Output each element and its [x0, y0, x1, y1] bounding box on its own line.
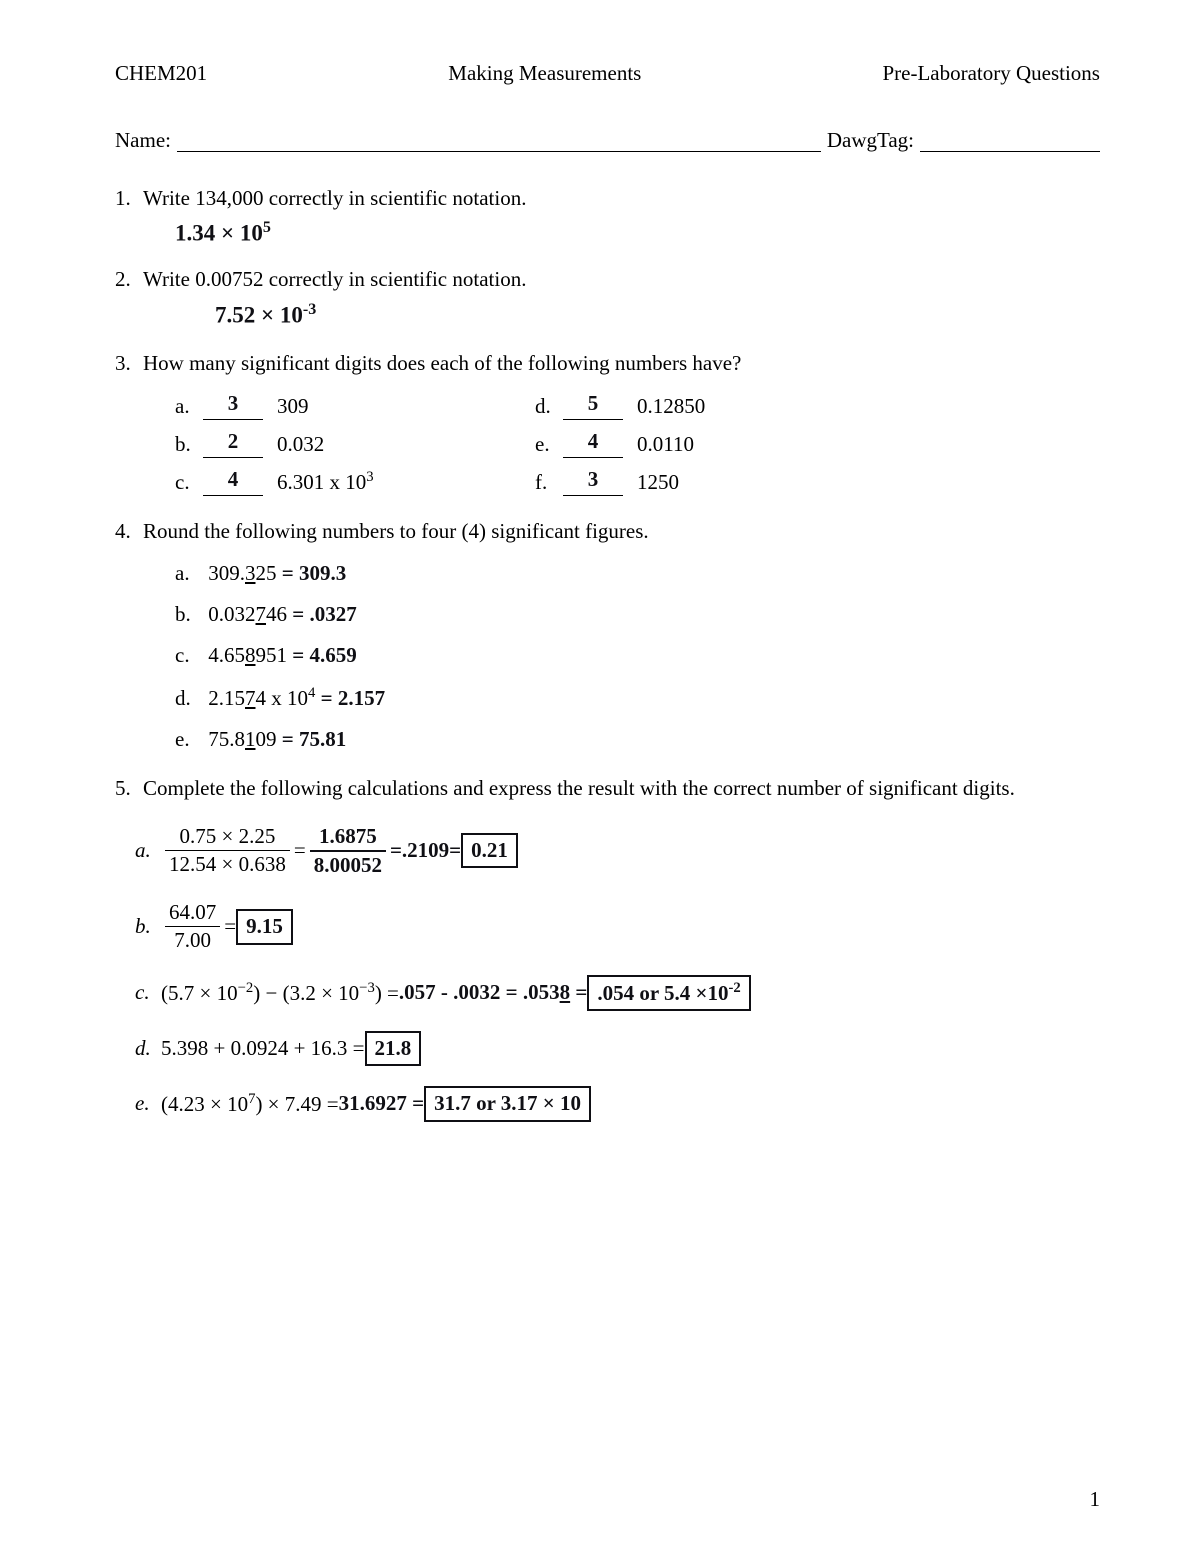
q5-item-d: d. 5.398 + 0.0924 + 16.3 = 21.8 [135, 1031, 1100, 1066]
q3d-letter: d. [535, 393, 563, 420]
q4c-answer: 4.659 [309, 643, 356, 667]
q3c-answer: 4 [203, 466, 263, 496]
q3f-letter: f. [535, 469, 563, 496]
q3e-letter: e. [535, 431, 563, 458]
q4a-answer: 309.3 [299, 561, 346, 585]
dawgtag-label: DawgTag: [827, 127, 914, 154]
q5-number: 5. [115, 775, 143, 802]
q3-number: 3. [115, 350, 143, 377]
q5a-answer: 0.21 [461, 833, 518, 868]
q1-number: 1. [115, 185, 143, 212]
q3-text: How many significant digits does each of… [143, 350, 1100, 377]
q5-item-a: a. 0.75 × 2.25 12.54 × 0.638 = 1.6875 8.… [135, 823, 1100, 880]
q4-text: Round the following numbers to four (4) … [143, 518, 1100, 545]
q2-number: 2. [115, 266, 143, 293]
q2-answer-exp: -3 [303, 301, 316, 318]
q1-text: Write 134,000 correctly in scientific no… [143, 185, 1100, 212]
q4d-answer: 2.157 [338, 686, 385, 710]
question-5: 5. Complete the following calculations a… [115, 775, 1100, 802]
q3a-letter: a. [175, 393, 203, 420]
q2-answer: 7.52 × 10-3 [215, 300, 1100, 331]
q1-answer-base: 1.34 × 10 [175, 221, 263, 246]
q2-answer-base: 7.52 × 10 [215, 302, 303, 327]
q5-items: a. 0.75 × 2.25 12.54 × 0.638 = 1.6875 8.… [115, 823, 1100, 1122]
q5-item-c: c. (5.7 × 10−2) − (3.2 × 10−3) = .057 - … [135, 975, 1100, 1011]
q5-item-b: b. 64.07 7.00 = 9.15 [135, 899, 1100, 955]
q4-item-e: e. 75.8109 = 75.81 [175, 726, 1100, 753]
q3a-value: 309 [277, 393, 309, 420]
q3d-value: 0.12850 [637, 393, 705, 420]
q5-text: Complete the following calculations and … [143, 775, 1100, 802]
q5c-answer: .054 or 5.4 ×10-2 [587, 975, 750, 1011]
header-course: CHEM201 [115, 60, 207, 87]
q4-number: 4. [115, 518, 143, 545]
dawgtag-blank[interactable] [920, 127, 1100, 151]
q4e-answer: 75.81 [299, 727, 346, 751]
q1-answer: 1.34 × 105 [175, 218, 1100, 249]
q2-text: Write 0.00752 correctly in scientific no… [143, 266, 1100, 293]
q5d-lhs: 5.398 + 0.0924 + 16.3 = [161, 1035, 365, 1062]
q3b-answer: 2 [203, 428, 263, 458]
q5e-answer: 31.7 or 3.17 × 10 [424, 1086, 591, 1121]
q3a-answer: 3 [203, 390, 263, 420]
q3d-answer: 5 [563, 390, 623, 420]
q3-item-c: c. 4 6.301 x 103 [175, 466, 535, 496]
q5c-work: .057 - .0032 = .0538 = [399, 979, 587, 1006]
q3e-value: 0.0110 [637, 431, 694, 458]
q5b-answer: 9.15 [236, 909, 293, 944]
q5a-fraction: 0.75 × 2.25 12.54 × 0.638 [165, 823, 290, 879]
q5d-answer: 21.8 [365, 1031, 422, 1066]
question-1: 1. Write 134,000 correctly in scientific… [115, 185, 1100, 212]
q5a-work-fraction: 1.6875 8.00052 [310, 823, 386, 880]
q4-items: a. 309.325 = 309.3 b. 0.032746 = .0327 c… [115, 560, 1100, 753]
question-3: 3. How many significant digits does each… [115, 350, 1100, 377]
q3c-letter: c. [175, 469, 203, 496]
q5e-work: 31.6927 = [339, 1090, 424, 1117]
q3-item-e: e. 4 0.0110 [535, 428, 895, 458]
q4-item-c: c. 4.658951 = 4.659 [175, 642, 1100, 669]
header-title: Making Measurements [448, 60, 641, 87]
q5e-lhs: (4.23 × 107) × 7.49 = [161, 1090, 339, 1118]
q4-item-b: b. 0.032746 = .0327 [175, 601, 1100, 628]
q1-answer-exp: 5 [263, 219, 271, 236]
page-number: 1 [1090, 1486, 1101, 1513]
q4-item-a: a. 309.325 = 309.3 [175, 560, 1100, 587]
q3f-answer: 3 [563, 466, 623, 496]
question-2: 2. Write 0.00752 correctly in scientific… [115, 266, 1100, 293]
name-line: Name: DawgTag: [115, 127, 1100, 154]
question-4: 4. Round the following numbers to four (… [115, 518, 1100, 545]
header-section: Pre-Laboratory Questions [882, 60, 1100, 87]
page-header: CHEM201 Making Measurements Pre-Laborato… [115, 60, 1100, 87]
q5b-fraction: 64.07 7.00 [165, 899, 220, 955]
name-label: Name: [115, 127, 171, 154]
q4b-answer: .0327 [309, 602, 356, 626]
q3-item-f: f. 3 1250 [535, 466, 895, 496]
worksheet-page: CHEM201 Making Measurements Pre-Laborato… [0, 0, 1200, 1553]
q5c-lhs: (5.7 × 10−2) − (3.2 × 10−3) = [161, 979, 399, 1007]
q3-item-d: d. 5 0.12850 [535, 390, 895, 420]
q3b-value: 0.032 [277, 431, 324, 458]
q5-item-e: e. (4.23 × 107) × 7.49 = 31.6927 = 31.7 … [135, 1086, 1100, 1121]
q3b-letter: b. [175, 431, 203, 458]
name-blank[interactable] [177, 127, 821, 151]
q3-items: a. 3 309 d. 5 0.12850 b. 2 0.032 e. 4 0.… [115, 390, 1100, 497]
q3e-answer: 4 [563, 428, 623, 458]
q3-item-b: b. 2 0.032 [175, 428, 535, 458]
q3-item-a: a. 3 309 [175, 390, 535, 420]
q4-item-d: d. 2.1574 x 104 = 2.157 [175, 684, 1100, 712]
q3f-value: 1250 [637, 469, 679, 496]
q3c-value: 6.301 x 103 [277, 468, 374, 496]
